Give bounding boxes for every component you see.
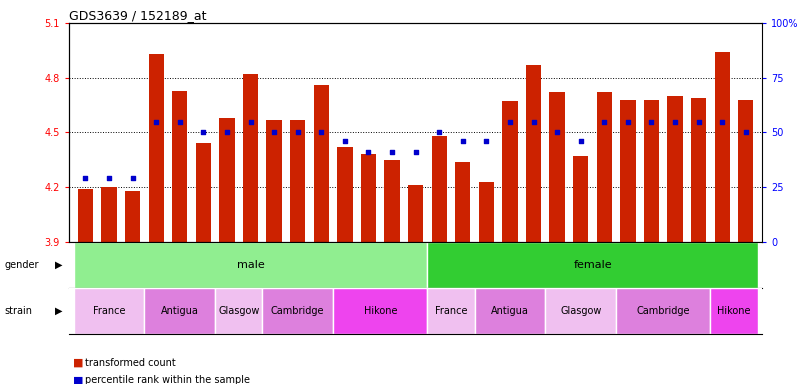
Point <box>621 118 634 124</box>
Bar <box>125 191 140 242</box>
Bar <box>337 147 353 242</box>
Text: Antigua: Antigua <box>491 306 529 316</box>
Bar <box>172 91 187 242</box>
Bar <box>691 98 706 242</box>
Text: France: France <box>435 306 467 316</box>
Text: female: female <box>573 260 611 270</box>
Text: Glasgow: Glasgow <box>218 306 260 316</box>
Text: transformed count: transformed count <box>85 358 176 368</box>
Point <box>315 129 328 136</box>
Bar <box>144 288 215 334</box>
Bar <box>502 101 517 242</box>
Bar <box>667 96 683 242</box>
Bar <box>710 288 757 334</box>
Bar <box>474 288 545 334</box>
Point <box>457 138 470 144</box>
Bar <box>314 85 329 242</box>
Bar <box>644 100 659 242</box>
Bar <box>361 154 376 242</box>
Point <box>79 175 92 182</box>
Point <box>127 175 139 182</box>
Bar <box>101 187 117 242</box>
Point <box>668 118 681 124</box>
Point <box>102 175 115 182</box>
Bar <box>215 288 262 334</box>
Bar <box>431 136 447 242</box>
Text: percentile rank within the sample: percentile rank within the sample <box>85 375 250 384</box>
Point <box>221 129 234 136</box>
Text: ▶: ▶ <box>55 260 62 270</box>
Text: ■: ■ <box>73 358 84 368</box>
Point <box>410 149 423 155</box>
Point <box>645 118 658 124</box>
Bar <box>262 288 333 334</box>
Point <box>574 138 587 144</box>
Point <box>433 129 446 136</box>
Bar <box>714 52 730 242</box>
Point <box>385 149 398 155</box>
Point <box>716 118 729 124</box>
Point <box>551 129 564 136</box>
Bar <box>195 143 211 242</box>
Bar <box>219 118 234 242</box>
Bar <box>74 242 427 288</box>
Text: male: male <box>237 260 264 270</box>
Point <box>504 118 517 124</box>
Text: Glasgow: Glasgow <box>560 306 602 316</box>
Text: Hikone: Hikone <box>717 306 751 316</box>
Bar <box>242 74 258 242</box>
Text: France: France <box>92 306 125 316</box>
Bar <box>573 156 589 242</box>
Text: ■: ■ <box>73 375 84 384</box>
Point <box>692 118 705 124</box>
Point <box>244 118 257 124</box>
Bar <box>455 162 470 242</box>
Text: strain: strain <box>4 306 32 316</box>
Point <box>527 118 540 124</box>
Point <box>362 149 375 155</box>
Bar <box>74 288 144 334</box>
Bar <box>427 288 474 334</box>
Point <box>291 129 304 136</box>
Point <box>150 118 163 124</box>
Bar <box>333 288 427 334</box>
Text: Hikone: Hikone <box>363 306 397 316</box>
Point <box>268 129 281 136</box>
Bar <box>526 65 541 242</box>
Bar <box>148 54 164 242</box>
Bar <box>597 93 612 242</box>
Bar <box>408 185 423 242</box>
Bar <box>384 160 400 242</box>
Point <box>740 129 753 136</box>
Point <box>480 138 493 144</box>
Bar <box>427 242 757 288</box>
Bar <box>78 189 93 242</box>
Bar <box>738 100 753 242</box>
Bar <box>616 288 710 334</box>
Point <box>598 118 611 124</box>
Text: ▶: ▶ <box>55 306 62 316</box>
Text: Cambridge: Cambridge <box>637 306 690 316</box>
Bar <box>550 93 564 242</box>
Bar <box>478 182 494 242</box>
Text: Antigua: Antigua <box>161 306 199 316</box>
Bar <box>620 100 636 242</box>
Text: Cambridge: Cambridge <box>271 306 324 316</box>
Bar <box>290 120 306 242</box>
Bar <box>545 288 616 334</box>
Bar <box>267 120 281 242</box>
Point <box>174 118 187 124</box>
Text: GDS3639 / 152189_at: GDS3639 / 152189_at <box>69 9 207 22</box>
Point <box>338 138 351 144</box>
Point <box>197 129 210 136</box>
Text: gender: gender <box>4 260 39 270</box>
